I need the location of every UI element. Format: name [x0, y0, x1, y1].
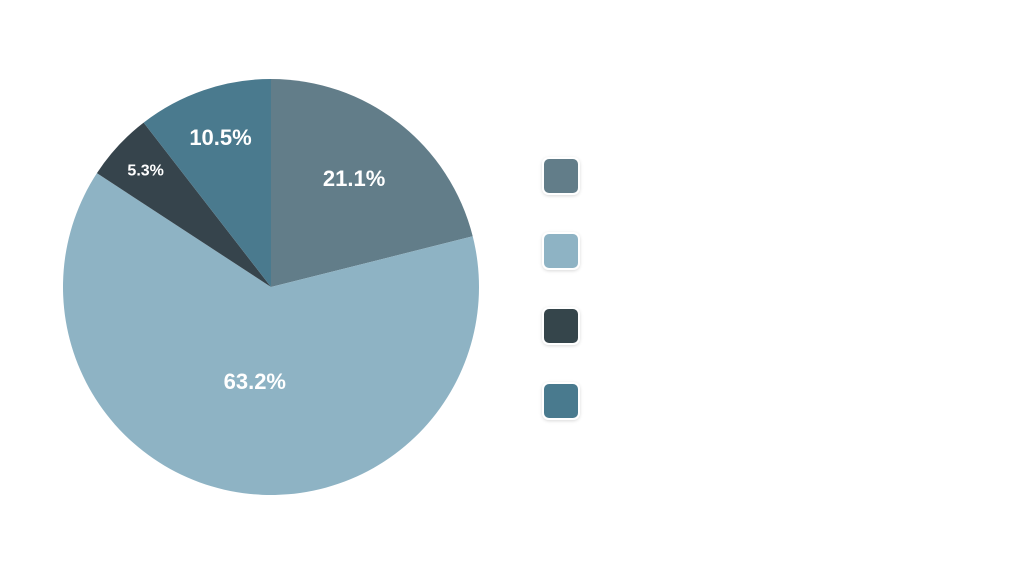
slice-label: 63.2%: [224, 369, 286, 394]
slice-label: 10.5%: [189, 125, 251, 150]
slice-label: 5.3%: [127, 163, 163, 180]
legend: [542, 157, 580, 420]
pie-slice: [96, 122, 271, 287]
legend-swatch: [542, 382, 580, 420]
pie-slice: [271, 79, 473, 287]
pie: [62, 79, 479, 496]
pie-labels: 21.1% 63.2% 5.3% 10.5%: [127, 125, 385, 394]
slice-label: 21.1%: [323, 166, 385, 191]
pie-slice: [143, 79, 271, 287]
legend-swatch: [542, 232, 580, 270]
legend-swatch: [542, 307, 580, 345]
pie-slice: [62, 173, 479, 496]
legend-swatch: [542, 157, 580, 195]
